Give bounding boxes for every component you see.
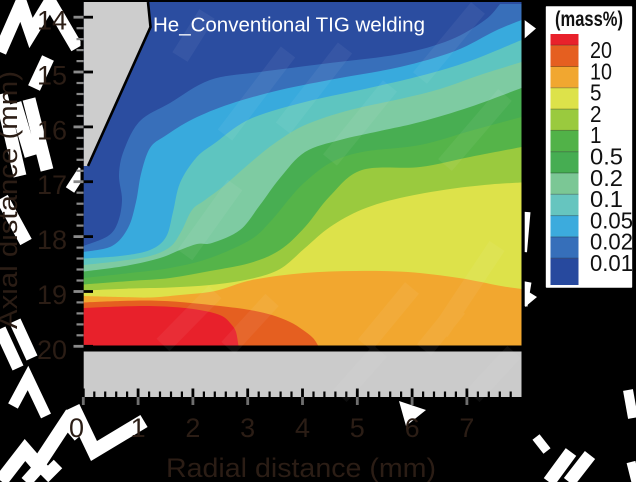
svg-text:3: 3 — [240, 413, 255, 443]
svg-text:2: 2 — [185, 413, 200, 443]
svg-text:1: 1 — [590, 122, 602, 148]
svg-text:19: 19 — [37, 280, 67, 310]
svg-text:5: 5 — [590, 80, 602, 106]
svg-text:Axial distance (mm): Axial distance (mm) — [0, 71, 23, 329]
svg-text:20: 20 — [590, 37, 612, 63]
svg-text:0.02: 0.02 — [590, 229, 633, 255]
svg-text:1: 1 — [131, 413, 146, 443]
svg-text:7: 7 — [459, 413, 474, 443]
svg-text:0: 0 — [69, 413, 84, 443]
svg-text:4: 4 — [295, 413, 310, 443]
svg-text:14: 14 — [37, 6, 67, 36]
svg-text:2: 2 — [590, 101, 602, 127]
svg-text:16: 16 — [37, 115, 67, 145]
svg-text:0.1: 0.1 — [590, 186, 623, 212]
svg-text:0.5: 0.5 — [590, 144, 623, 170]
svg-text:10: 10 — [590, 58, 612, 84]
svg-text:15: 15 — [37, 61, 67, 91]
svg-text:0.05: 0.05 — [590, 207, 633, 233]
svg-text:20: 20 — [37, 335, 67, 365]
svg-text:(mass%): (mass%) — [555, 8, 623, 31]
svg-text:6: 6 — [405, 413, 420, 443]
svg-text:18: 18 — [37, 225, 67, 255]
svg-text:He_Conventional TIG welding: He_Conventional TIG welding — [153, 14, 425, 37]
svg-text:0.01: 0.01 — [590, 250, 633, 276]
svg-text:5: 5 — [350, 413, 365, 443]
svg-text:17: 17 — [37, 170, 67, 200]
svg-text:Radial distance (mm): Radial distance (mm) — [166, 453, 436, 482]
svg-text:0.2: 0.2 — [590, 165, 623, 191]
